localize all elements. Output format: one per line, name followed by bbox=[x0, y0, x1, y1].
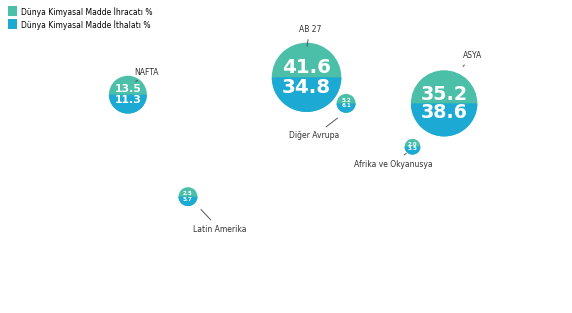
Text: 5.7: 5.7 bbox=[183, 197, 193, 202]
Polygon shape bbox=[109, 95, 147, 114]
Polygon shape bbox=[178, 197, 197, 206]
Ellipse shape bbox=[411, 70, 477, 136]
Text: Latin Amerika: Latin Amerika bbox=[193, 209, 247, 234]
Text: 13.5: 13.5 bbox=[114, 85, 141, 95]
Text: 41.6: 41.6 bbox=[282, 58, 331, 77]
Text: Afrika ve Okyanusya: Afrika ve Okyanusya bbox=[354, 153, 433, 169]
Text: ASYA: ASYA bbox=[463, 51, 482, 66]
Text: AB 27: AB 27 bbox=[299, 25, 321, 46]
Polygon shape bbox=[411, 103, 477, 136]
Polygon shape bbox=[272, 77, 341, 112]
Polygon shape bbox=[336, 103, 356, 113]
Legend: Dünya Kimyasal Madde İhracatı %, Dünya Kimyasal Madde İthalatı %: Dünya Kimyasal Madde İhracatı %, Dünya K… bbox=[5, 5, 155, 33]
Text: 35.2: 35.2 bbox=[420, 85, 468, 104]
Text: 6.1: 6.1 bbox=[341, 104, 351, 109]
Ellipse shape bbox=[109, 76, 147, 114]
Text: 34.8: 34.8 bbox=[282, 78, 331, 96]
Polygon shape bbox=[404, 147, 420, 155]
Text: NAFTA: NAFTA bbox=[134, 69, 159, 82]
Text: 2.5: 2.5 bbox=[183, 192, 193, 197]
Text: 38.6: 38.6 bbox=[420, 103, 467, 122]
Text: 2.0: 2.0 bbox=[408, 142, 418, 147]
Ellipse shape bbox=[272, 43, 341, 112]
Ellipse shape bbox=[336, 94, 356, 113]
Text: 5.2: 5.2 bbox=[341, 98, 351, 103]
Ellipse shape bbox=[404, 139, 420, 155]
Text: 3.5: 3.5 bbox=[408, 146, 418, 151]
Text: 11.3: 11.3 bbox=[114, 95, 141, 105]
Text: Diğer Avrupa: Diğer Avrupa bbox=[289, 118, 340, 141]
Ellipse shape bbox=[178, 187, 197, 206]
